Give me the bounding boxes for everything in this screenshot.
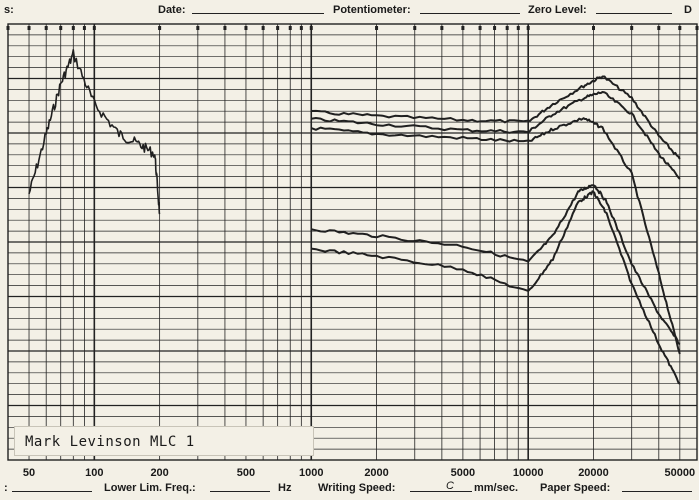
top-tick-mark — [657, 26, 661, 30]
top-tick-mark — [591, 26, 595, 30]
top-tick-mark — [288, 26, 292, 30]
top-tick-mark — [493, 26, 497, 30]
x-tick-label: 1000 — [299, 467, 323, 479]
top-tick-mark — [461, 26, 465, 30]
top-tick-mark — [478, 26, 482, 30]
footer-left-label: : — [4, 482, 8, 494]
top-tick-mark — [223, 26, 227, 30]
header-right-label: D — [684, 4, 692, 16]
footer-left-field — [12, 482, 92, 492]
hz-label: Hz — [278, 482, 292, 494]
top-tick-mark — [44, 26, 48, 30]
top-tick-mark — [196, 26, 200, 30]
potentiometer-label: Potentiometer: — [333, 4, 411, 16]
top-tick-mark — [516, 26, 520, 30]
top-tick-mark — [309, 26, 313, 30]
top-tick-mark — [158, 26, 162, 30]
response-trace — [311, 75, 681, 160]
x-tick-label: 2000 — [364, 467, 388, 479]
paper-speed-field — [622, 482, 692, 492]
x-tick-label: 500 — [237, 467, 255, 479]
x-tick-label: 100 — [85, 467, 103, 479]
x-tick-label: 5000 — [451, 467, 475, 479]
potentiometer-field — [420, 4, 520, 14]
top-tick-mark — [678, 26, 682, 30]
top-tick-mark — [244, 26, 248, 30]
x-tick-label: 10000 — [513, 467, 544, 479]
top-tick-mark — [27, 26, 31, 30]
date-field — [192, 4, 324, 14]
x-tick-label: 50 — [23, 467, 35, 479]
lower-lim-field — [210, 482, 270, 492]
response-trace — [311, 91, 681, 180]
top-tick-mark — [299, 26, 303, 30]
top-tick-mark — [505, 26, 509, 30]
response-trace — [310, 117, 681, 355]
top-tick-mark — [630, 26, 634, 30]
zero-level-label: Zero Level: — [528, 4, 587, 16]
top-tick-mark — [261, 26, 265, 30]
date-label: Date: — [158, 4, 186, 16]
x-tick-label: 20000 — [578, 467, 609, 479]
top-tick-mark — [59, 26, 63, 30]
top-tick-mark — [92, 26, 96, 30]
writing-speed-field — [410, 482, 472, 492]
top-tick-mark — [276, 26, 280, 30]
response-trace — [311, 184, 681, 345]
top-tick-mark — [375, 26, 379, 30]
top-tick-mark — [6, 26, 10, 30]
top-tick-mark — [413, 26, 417, 30]
recorder-header: s: Date: Potentiometer: Zero Level: D — [0, 4, 699, 20]
mm-sec-label: mm/sec. — [474, 482, 519, 494]
top-tick-mark — [526, 26, 530, 30]
top-tick-mark — [71, 26, 75, 30]
response-trace — [311, 190, 681, 385]
top-tick-mark — [695, 26, 699, 30]
response-trace — [28, 48, 161, 215]
recorder-footer: : Lower Lim. Freq.: Hz Writing Speed: C … — [0, 480, 699, 498]
paper-speed-label: Paper Speed: — [540, 482, 611, 494]
header-left-label: s: — [4, 4, 14, 16]
lower-lim-label: Lower Lim. Freq.: — [104, 482, 196, 494]
top-tick-mark — [440, 26, 444, 30]
writing-speed-value: C — [446, 480, 454, 492]
x-tick-label: 50000 — [665, 467, 696, 479]
zero-level-field — [596, 4, 672, 14]
chart-caption: Mark Levinson MLC 1 — [14, 426, 314, 456]
x-tick-label: 200 — [150, 467, 168, 479]
top-tick-mark — [82, 26, 86, 30]
writing-speed-label: Writing Speed: — [318, 482, 396, 494]
